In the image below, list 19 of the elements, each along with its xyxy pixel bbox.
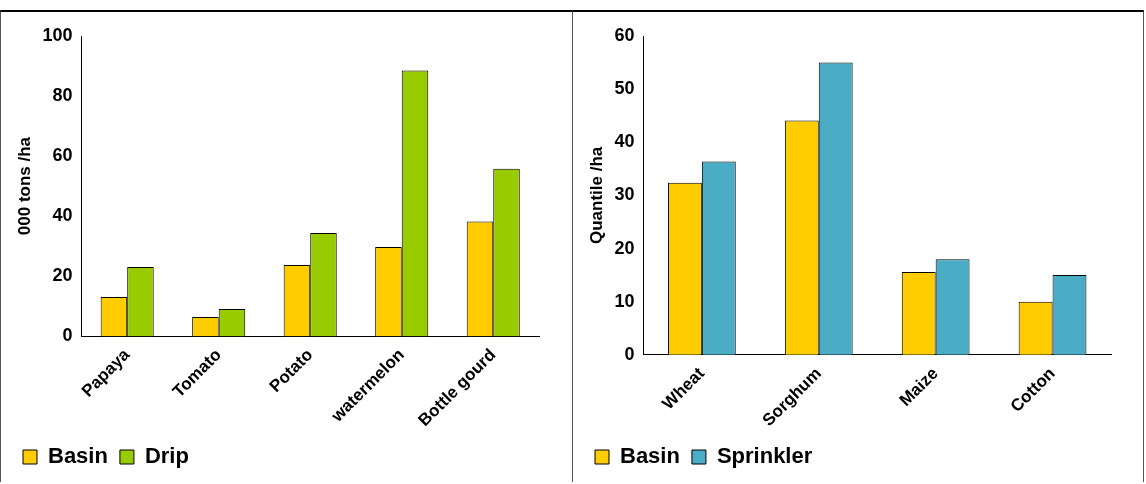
y-axis-title: 000 tons /ha [14,136,34,236]
y-tick-label: 80 [52,84,73,105]
legend-label: Basin [620,443,680,469]
legend-label: Sprinkler [716,443,813,469]
y-tick-label: 60 [52,145,73,166]
y-tick-label: 50 [614,78,635,99]
y-tick-label: 20 [614,237,635,258]
y-tick-label: 40 [614,131,635,152]
legend-label: Basin [48,443,108,469]
legend-label: Drip [144,443,189,469]
y-tick-label: 30 [614,184,635,205]
y-tick-label: 10 [614,290,635,311]
y-tick-label: 100 [42,24,73,45]
y-tick-label: 60 [614,24,635,45]
y-tick-label: 20 [52,265,73,286]
y-tick-label: 0 [624,343,635,364]
y-tick-label: 0 [62,325,73,346]
y-tick-label: 40 [52,205,73,226]
y-axis-title: Quantile /ha [586,146,606,245]
